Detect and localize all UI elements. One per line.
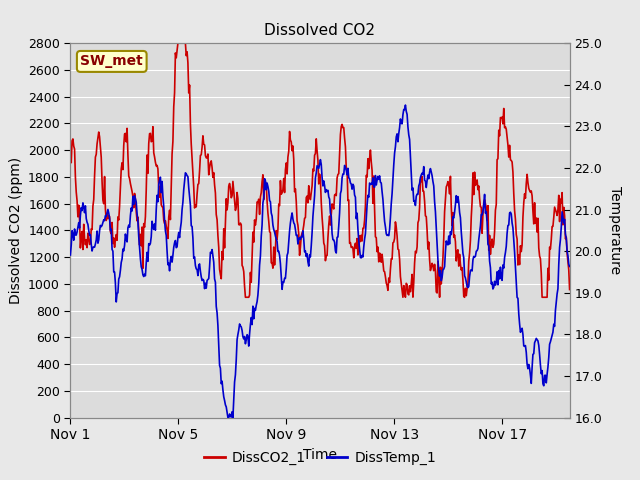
X-axis label: Time: Time: [303, 447, 337, 462]
Title: Dissolved CO2: Dissolved CO2: [264, 23, 376, 38]
Legend: DissCO2_1, DissTemp_1: DissCO2_1, DissTemp_1: [198, 445, 442, 471]
Y-axis label: Temperature: Temperature: [608, 186, 622, 275]
Y-axis label: Dissolved CO2 (ppm): Dissolved CO2 (ppm): [8, 157, 22, 304]
Text: SW_met: SW_met: [81, 54, 143, 69]
